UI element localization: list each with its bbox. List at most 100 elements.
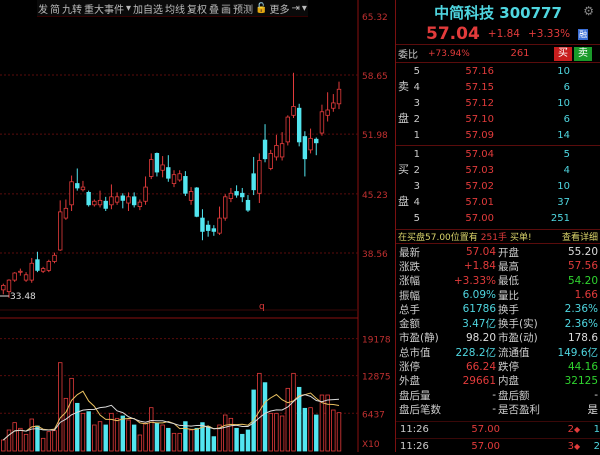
stat-value: 29661 — [462, 374, 496, 387]
volume-bar — [154, 422, 160, 452]
price-tick-label: 51.98 — [362, 131, 388, 141]
volume-bar — [183, 421, 188, 452]
toolbar-item[interactable]: 加自选 — [133, 4, 164, 16]
stat-value: +1.84 — [463, 260, 496, 273]
stat-value: 44.16 — [567, 360, 598, 373]
level-volume: 5 — [563, 148, 570, 160]
volume-bar — [18, 427, 23, 452]
toolbar-item[interactable]: 复权 — [187, 4, 208, 16]
buy-button[interactable]: 买 — [554, 46, 572, 61]
volume-bar — [223, 414, 228, 452]
toolbar-item[interactable]: 发 — [38, 4, 48, 16]
order-level[interactable]: 4 57.15 6 — [396, 79, 600, 95]
order-level[interactable]: 2 57.03 4 — [396, 162, 600, 178]
candle-body — [302, 136, 308, 160]
volume-bar — [308, 407, 313, 452]
toolbar-item[interactable]: 画 — [221, 4, 232, 16]
stat-label: 市盈(静) — [399, 332, 439, 345]
toolbar-item[interactable]: 均线 — [165, 4, 186, 16]
level-number: 2 — [413, 113, 420, 125]
stock-title: 中简科技 300777 ⚙ — [396, 0, 600, 24]
volume-bar — [188, 429, 194, 452]
order-level[interactable]: 2 57.10 6 — [396, 111, 600, 127]
volume-tick-label: 12875 — [362, 373, 391, 383]
candle-body — [223, 196, 228, 219]
toolbar-item[interactable]: 九转 — [62, 4, 82, 16]
stat-label: 盘后量 — [399, 389, 431, 402]
candle-body — [52, 254, 57, 262]
volume-tick-label: 6437 — [362, 410, 385, 420]
price-change: +1.84 — [487, 28, 520, 40]
order-level[interactable]: 5 57.16 10 — [396, 63, 600, 79]
volume-bar — [58, 362, 63, 452]
candle-body — [69, 181, 74, 206]
gear-icon[interactable]: ⚙ — [583, 4, 594, 18]
tick-count: 2 — [593, 441, 600, 453]
toolbar-item[interactable]: 叠 — [209, 4, 220, 16]
level-number: 5 — [413, 65, 420, 77]
order-level[interactable]: 3 57.12 10 — [396, 95, 600, 111]
toolbar-item[interactable]: 预测 — [233, 4, 254, 16]
sell-button[interactable]: 卖 — [574, 46, 592, 61]
level-volume: 6 — [563, 113, 570, 125]
kline-chart[interactable]: 65.32 58.65 51.98 45.23 38.56 19178 12875 6437 X… — [0, 0, 395, 452]
stat-row: 金额 3.47亿 换手(实) 2.36% — [396, 316, 600, 331]
tick-row: 11:26 57.00 3 ◆ 2 — [396, 437, 600, 455]
toolbar-item[interactable]: ▾ — [301, 2, 307, 14]
stat-label: 最低 — [498, 275, 519, 288]
candle-body — [40, 268, 46, 272]
volume-bar — [314, 414, 319, 452]
order-level[interactable]: 4 57.01 37 — [396, 194, 600, 210]
candle-body — [188, 191, 194, 201]
candle-body — [171, 174, 177, 184]
stat-value: 1.66 — [574, 289, 598, 302]
candle-body — [46, 261, 52, 271]
tick-count: 1 — [593, 424, 600, 436]
order-level[interactable]: 1 57.04 5 — [396, 146, 600, 162]
volume-bar — [336, 412, 342, 452]
level-price: 57.10 — [465, 113, 494, 125]
candle-body — [126, 196, 131, 204]
candle-body — [131, 196, 137, 206]
stat-label: 最高 — [498, 260, 519, 273]
stat-row: 外盘 29661 内盘 32125 — [396, 374, 600, 388]
toolbar-item[interactable]: 🔓 — [255, 2, 268, 14]
up-arrow-icon: ◆ — [574, 425, 581, 435]
level-number: 3 — [413, 180, 420, 192]
stat-label: 量比 — [498, 289, 519, 302]
view-details-link[interactable]: 查看详细 — [561, 233, 598, 243]
candle-body — [35, 259, 40, 271]
candle-body — [177, 173, 182, 181]
toolbar-item[interactable]: 简 — [50, 4, 60, 16]
candle-body — [114, 196, 120, 203]
candle-body — [291, 106, 296, 116]
volume-bar — [46, 431, 52, 452]
volume-ma10-line — [2, 394, 340, 441]
candle-body — [325, 109, 330, 116]
stat-label: 盘后额 — [498, 389, 530, 402]
level-volume: 6 — [563, 81, 570, 93]
volume-bar — [120, 415, 125, 452]
stat-label: 流通值 — [498, 346, 530, 359]
buy-side-label: 买盘 — [398, 163, 409, 208]
candle-body — [1, 285, 6, 291]
toolbar-item[interactable]: ⇥ — [291, 2, 300, 14]
ask-book: 卖盘 5 57.16 10 4 57.15 6 3 57.12 10 2 57.10 6 1 57.09 14 — [396, 63, 600, 143]
volume-bar — [63, 397, 69, 452]
order-level[interactable]: 3 57.02 10 — [396, 178, 600, 194]
candle-body — [279, 143, 285, 158]
volume-bar — [245, 429, 251, 452]
sell-side-label: 卖盘 — [398, 80, 409, 125]
order-level[interactable]: 5 57.00 251 — [396, 210, 600, 226]
stat-value: 57.04 — [465, 246, 496, 259]
candle-body — [18, 270, 23, 273]
tick-volume: 2 — [567, 424, 574, 436]
toolbar-item[interactable]: 重大事件 — [84, 4, 124, 16]
toolbar-item[interactable]: 更多 — [269, 4, 290, 16]
toolbar-item[interactable]: ▾ — [126, 2, 132, 14]
tick-row: 11:26 57.00 2 ◆ 1 — [396, 420, 600, 438]
candle-body — [211, 228, 217, 232]
level-price: 57.16 — [465, 65, 494, 77]
stat-label: 振幅 — [399, 289, 420, 302]
order-level[interactable]: 1 57.09 14 — [396, 127, 600, 143]
